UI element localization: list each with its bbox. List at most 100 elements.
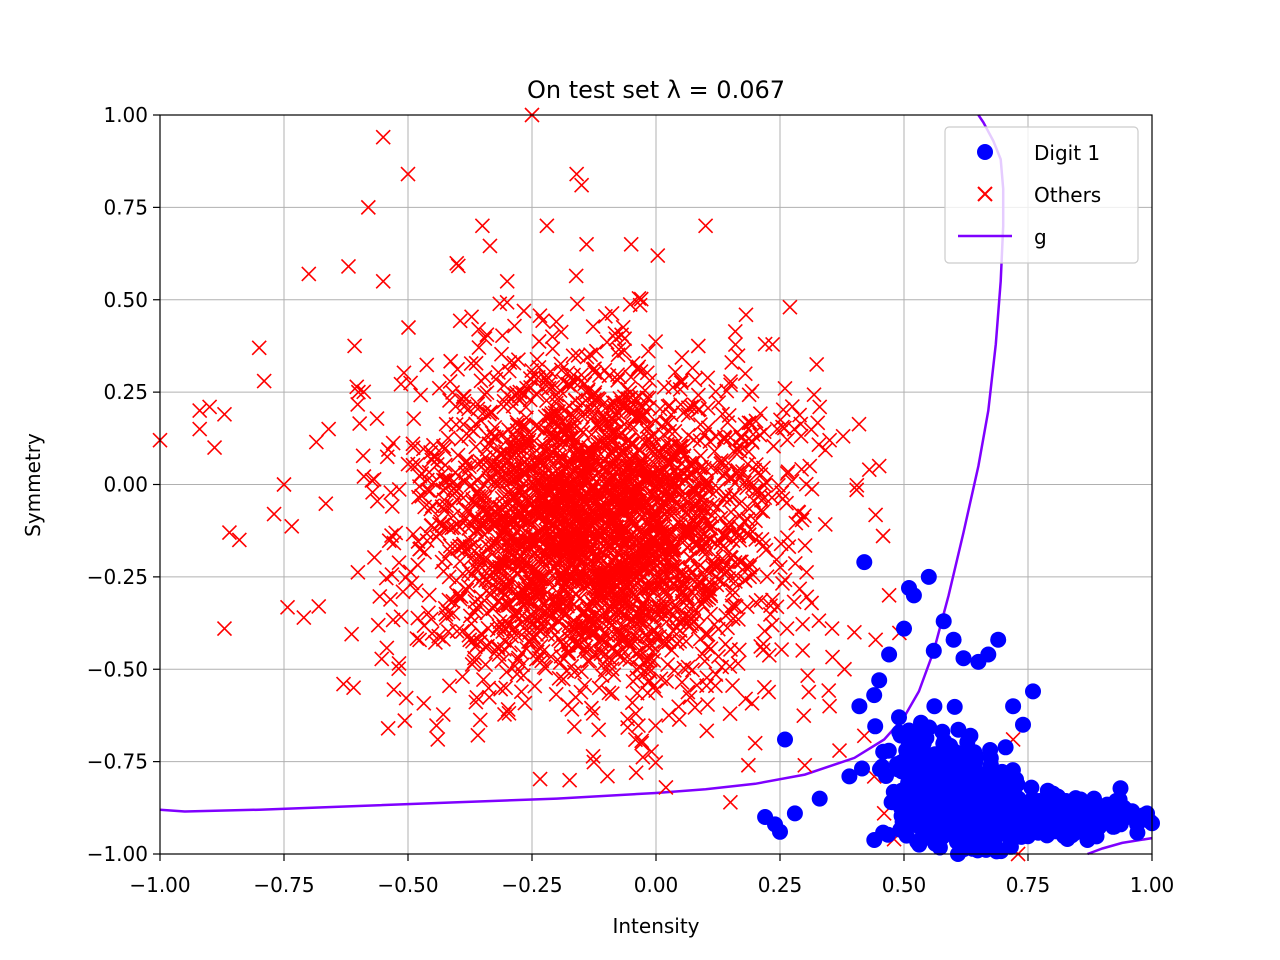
others-point xyxy=(438,498,454,514)
others-point xyxy=(687,397,703,413)
others-point xyxy=(658,600,674,616)
others-point xyxy=(580,448,596,464)
others-point xyxy=(501,705,517,721)
others-point xyxy=(356,468,372,485)
digit1-point xyxy=(900,736,917,753)
others-point xyxy=(623,236,639,252)
others-point xyxy=(568,510,584,526)
others-point xyxy=(658,779,674,796)
others-point xyxy=(708,483,725,499)
others-point xyxy=(566,719,582,735)
others-point xyxy=(680,522,696,538)
others-point xyxy=(488,643,504,659)
others-point xyxy=(617,631,633,647)
x-tick-label: 0.75 xyxy=(1006,873,1051,897)
others-point xyxy=(532,308,548,324)
others-point xyxy=(587,365,603,381)
others-point xyxy=(493,346,510,362)
digit1-point xyxy=(1094,809,1111,825)
others-point xyxy=(666,662,682,678)
y-tick-label: 0.00 xyxy=(103,473,148,497)
others-point xyxy=(519,431,535,447)
others-point xyxy=(461,401,477,417)
others-point xyxy=(678,633,694,649)
others-point xyxy=(350,396,366,413)
others-point xyxy=(627,390,644,406)
legend-label-g: g xyxy=(1034,225,1047,249)
others-point xyxy=(647,413,663,429)
digit1-point xyxy=(1015,716,1031,733)
x-tick-label: 1.00 xyxy=(1130,873,1175,897)
y-tick-label: 0.75 xyxy=(103,195,148,219)
others-point xyxy=(350,564,366,580)
others-point xyxy=(424,625,440,642)
others-point xyxy=(741,527,757,543)
others-point xyxy=(624,695,640,711)
others-point xyxy=(502,474,518,490)
others-point xyxy=(698,541,714,557)
others-point xyxy=(441,592,457,608)
others-point xyxy=(671,699,687,715)
others-point xyxy=(661,506,677,522)
others-point xyxy=(284,518,300,534)
digit1-point xyxy=(878,768,894,784)
others-point xyxy=(397,713,413,729)
others-point xyxy=(533,638,549,654)
others-point xyxy=(543,418,559,434)
others-point xyxy=(477,331,493,347)
others-point xyxy=(495,623,511,640)
legend: Digit 1 Others g xyxy=(944,126,1139,264)
others-point xyxy=(391,661,407,677)
others-point xyxy=(692,523,708,539)
others-point xyxy=(675,405,691,421)
others-point xyxy=(612,605,628,622)
others-point xyxy=(795,616,811,632)
others-point xyxy=(529,509,545,525)
others-point xyxy=(492,504,508,520)
others-point xyxy=(692,417,709,433)
others-point xyxy=(634,408,650,425)
others-point xyxy=(450,258,466,274)
others-point xyxy=(632,297,648,313)
others-point xyxy=(716,468,732,484)
others-point xyxy=(599,506,615,522)
others-point xyxy=(481,406,497,422)
others-point xyxy=(374,651,390,667)
others-point xyxy=(633,363,649,380)
others-point xyxy=(443,353,459,369)
others-point xyxy=(463,421,479,437)
others-point xyxy=(370,617,386,633)
others-point xyxy=(710,499,726,515)
others-point xyxy=(412,632,428,648)
others-point xyxy=(600,493,616,509)
others-point xyxy=(462,632,478,648)
others-point xyxy=(321,421,337,437)
others-point xyxy=(521,463,537,479)
others-point xyxy=(535,313,551,329)
digit1-point xyxy=(915,735,932,752)
others-point xyxy=(607,565,623,581)
others-point xyxy=(530,451,546,467)
others-point xyxy=(501,422,517,438)
others-point xyxy=(644,486,660,502)
others-point xyxy=(797,537,813,554)
others-point xyxy=(614,395,630,411)
others-point xyxy=(575,404,591,420)
others-point xyxy=(792,407,808,423)
others-point xyxy=(727,445,743,461)
others-point xyxy=(391,555,407,571)
others-point xyxy=(473,589,489,605)
others-point xyxy=(700,626,716,642)
others-point xyxy=(510,652,526,668)
others-point xyxy=(580,568,596,584)
others-point xyxy=(774,575,791,592)
others-point xyxy=(541,376,557,392)
others-point xyxy=(544,443,560,459)
others-point xyxy=(648,682,664,699)
others-point xyxy=(733,430,749,446)
others-point xyxy=(796,708,812,724)
others-point xyxy=(806,387,822,403)
others-point xyxy=(777,380,793,396)
others-point xyxy=(520,492,536,508)
others-point xyxy=(528,584,545,600)
